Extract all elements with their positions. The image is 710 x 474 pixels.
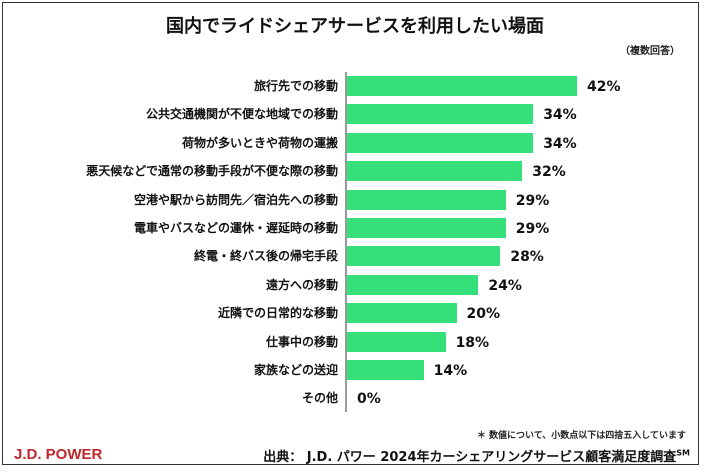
bar (347, 303, 457, 324)
value-label: 34% (543, 107, 577, 124)
value-label: 29% (515, 192, 550, 209)
category-label: 悪天候などで通常の移動手段が不便な際の移動 (86, 164, 338, 179)
category-label: 仕事中の移動 (265, 334, 338, 349)
value-label: 29% (515, 221, 550, 237)
bar (347, 274, 479, 295)
value-label: 28% (510, 249, 544, 266)
category-label: 近隣での日常的な移動 (217, 306, 338, 321)
service-mark: SM (676, 448, 690, 458)
rounding-note: ＊ 数値について、小数点以下は四捨五入しています (476, 431, 686, 441)
bar (347, 132, 534, 153)
jd-power-logo: J.D. POWER (14, 446, 103, 463)
value-label: 20% (466, 306, 501, 323)
category-label: 空港や駅から訪問先／宿泊先への移動 (133, 192, 338, 207)
bar (347, 104, 534, 125)
category-label: その他 (301, 391, 338, 406)
value-label: 14% (433, 363, 468, 379)
bar (347, 218, 506, 238)
chart-title: 国内でライドシェアサービスを利用したい場面 (166, 16, 544, 37)
category-label: 終電・終バス後の帰宅手段 (193, 249, 338, 264)
bar (347, 360, 424, 380)
category-label: 遠方への移動 (265, 277, 338, 292)
bar (347, 189, 506, 210)
category-label: 旅行先での移動 (253, 79, 338, 93)
category-label: 公共交通機関が不便な地域での移動 (145, 107, 338, 122)
multiple-answer-note: （複数回答） (620, 46, 680, 57)
bar (347, 76, 577, 96)
frame (2, 2, 699, 465)
value-label: 18% (455, 334, 490, 351)
bar (347, 246, 501, 267)
category-label: 荷物が多いときや荷物の運搬 (181, 135, 338, 150)
source-text: 出典： J.D. パワー 2024年カーシェアリングサービス顧客満足度調査SM (263, 446, 690, 465)
value-label: 32% (532, 164, 566, 181)
category-label: 家族などの送迎 (253, 363, 338, 377)
value-label: 42% (587, 79, 621, 95)
y-axis-line (345, 72, 347, 412)
value-label: 34% (543, 135, 577, 152)
value-label: 24% (488, 277, 522, 294)
category-label: 電車やバスなどの運休・遅延時の移動 (133, 221, 338, 235)
source-label: 出典： J.D. パワー 2024年カーシェアリングサービス顧客満足度調査 (263, 450, 677, 465)
value-label: 0% (357, 391, 381, 408)
bar (347, 161, 523, 182)
bar (347, 331, 446, 352)
